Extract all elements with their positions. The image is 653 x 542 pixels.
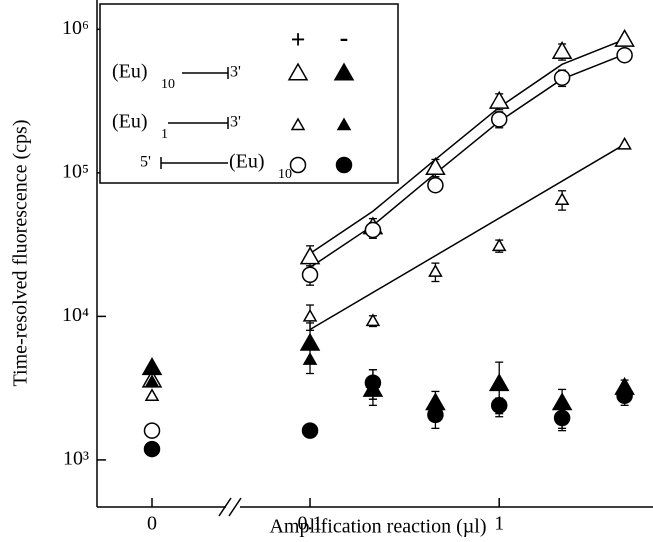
- fit-line: [309, 143, 625, 331]
- legend-marker: [333, 62, 355, 81]
- point: [141, 357, 163, 376]
- y-tick-label: 10³: [63, 448, 89, 470]
- legend-label: 1: [161, 127, 168, 142]
- legend-column: +: [291, 25, 306, 54]
- legend-label: 3': [230, 64, 241, 81]
- point: [490, 111, 508, 128]
- fit-line: [309, 53, 625, 269]
- point: [616, 46, 633, 64]
- point: [287, 62, 309, 81]
- point: [290, 117, 306, 131]
- y-axis-label: Time-resolved fluorescence (cps): [10, 120, 32, 387]
- point: [333, 62, 355, 81]
- legend-label: (Eu): [112, 61, 148, 83]
- legend-label: (Eu): [112, 111, 148, 133]
- point: [335, 156, 353, 174]
- point: [365, 313, 381, 327]
- point: [491, 238, 507, 252]
- axis-break: [228, 497, 242, 517]
- point: [289, 156, 307, 174]
- point: [617, 136, 632, 150]
- y-tick-label: 10⁶: [62, 17, 89, 39]
- point: [302, 352, 318, 365]
- legend-marker: [336, 117, 352, 131]
- axis-break: [218, 497, 232, 517]
- legend-marker: [335, 156, 353, 174]
- fit-line: [309, 38, 625, 255]
- legend-label: (Eu): [229, 151, 265, 173]
- legend-marker: [287, 62, 309, 81]
- point: [302, 308, 318, 322]
- point: [427, 176, 444, 194]
- point: [427, 406, 444, 424]
- point: [488, 373, 510, 392]
- point: [553, 69, 571, 86]
- legend-column: -: [340, 23, 349, 52]
- point: [301, 422, 319, 439]
- x-tick-label: 0: [147, 513, 157, 535]
- point: [488, 90, 510, 109]
- legend-marker: [289, 156, 307, 174]
- point: [554, 192, 570, 205]
- point: [551, 41, 573, 60]
- point: [143, 440, 161, 458]
- legend-label: 5': [140, 154, 151, 171]
- point: [425, 156, 446, 175]
- x-axis-label: Amplification reaction (µl): [269, 516, 486, 538]
- legend-marker: [290, 117, 306, 131]
- x-tick-label: 0.1: [298, 513, 323, 535]
- point: [616, 387, 633, 404]
- point: [553, 409, 571, 427]
- point: [364, 221, 382, 239]
- legend: + - (Eu) 10 3' (Eu) 1 3' 5' (Eu) 10: [99, 3, 399, 184]
- point: [143, 422, 161, 439]
- legend-label: 10: [278, 167, 292, 182]
- y-tick-label: 10⁵: [62, 160, 89, 182]
- point: [299, 246, 321, 265]
- point: [428, 264, 443, 277]
- point: [299, 332, 321, 351]
- x-tick-label: 1: [494, 513, 504, 535]
- point: [614, 28, 635, 47]
- legend-box: [99, 3, 399, 184]
- y-tick-label: 10⁴: [62, 304, 89, 326]
- legend-label: 10: [161, 77, 175, 92]
- point: [490, 397, 508, 414]
- point: [364, 374, 382, 391]
- legend-label: 3': [230, 114, 241, 131]
- point: [144, 388, 160, 401]
- point: [301, 266, 319, 284]
- point: [144, 374, 160, 388]
- point: [336, 117, 352, 131]
